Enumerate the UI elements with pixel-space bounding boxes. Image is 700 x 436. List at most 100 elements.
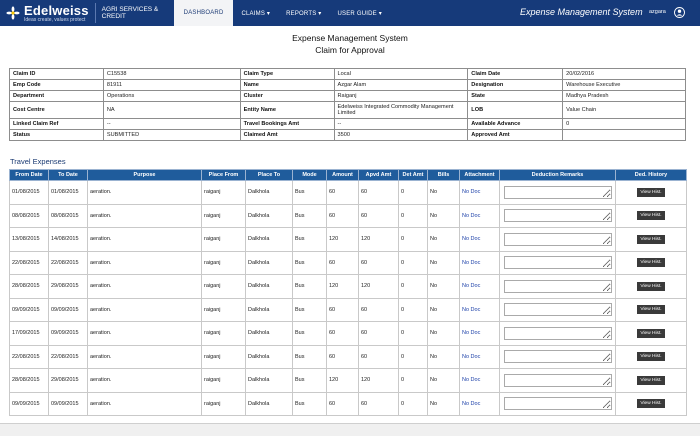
claim-info-row: Department Operations Cluster Raiganj State M… [9,90,686,102]
deduction-remarks-input[interactable] [503,373,612,387]
claim-info-row: Cost Centre NA Entity Name Edelweiss Integr… [9,101,686,119]
view-history-button[interactable]: View Hist. [637,234,665,244]
ded-history-cell: View Hist. [615,180,687,205]
view-history-button[interactable]: View Hist. [637,305,665,315]
table-row: 17/09/2015 09/09/2015 aeration. raiganj Dalk… [9,321,687,346]
deduction-remarks-cell [499,180,616,205]
table-row: 28/08/2015 29/08/2015 aeration. raiganj Dalk… [9,368,687,393]
attachment-link[interactable]: No Doc [459,368,500,393]
attachment-link[interactable]: No Doc [459,227,500,252]
deduction-remarks-input[interactable] [503,185,612,199]
claim-field-label: Claim Type [239,68,335,80]
place-from: raiganj [201,203,246,228]
brand-tagline: Ideas create, values protect [24,16,86,23]
place-from: raiganj [201,368,246,393]
view-history-button[interactable]: View Hist. [637,258,665,268]
deduction-amount: 0 [398,321,428,346]
to-date: 29/08/2015 [48,274,88,299]
claim-field-label: Approved Amt [467,129,564,141]
from-date: 22/08/2015 [9,250,49,275]
user-avatar-icon[interactable] [674,7,685,18]
claim-field-value: Raiganj [333,90,469,102]
claim-field-value: 0 [562,118,686,130]
column-header: Ded. History [615,169,687,181]
view-history-button[interactable]: View Hist. [637,187,665,197]
claim-field-value: Operations [102,90,241,102]
deduction-remarks-input[interactable] [503,256,612,270]
attachment-link[interactable]: No Doc [459,297,500,322]
deduction-remarks-input[interactable] [503,232,612,246]
purpose: aeration. [87,227,202,252]
amount: 120 [326,368,359,393]
column-header: Det Amt [398,169,428,181]
view-history-button[interactable]: View Hist. [637,281,665,291]
claim-field-value: Value Chain [562,101,686,119]
from-date: 01/08/2015 [9,180,49,205]
nav-dashboard[interactable]: DASHBOARD [173,0,234,26]
view-history-button[interactable]: View Hist. [637,211,665,221]
claim-field-label: Status [9,129,104,141]
attachment-link[interactable]: No Doc [459,274,500,299]
attachment-link[interactable]: No Doc [459,250,500,275]
deduction-remarks-cell [499,203,616,228]
bills: No [427,391,460,416]
deduction-remarks-cell [499,344,616,369]
purpose: aeration. [87,250,202,275]
place-to: Dalkhola [245,274,293,299]
brand-name: Edelweiss [24,2,89,18]
attachment-link[interactable]: No Doc [459,391,500,416]
deduction-remarks-input[interactable] [503,397,612,411]
mode: Bus [292,180,327,205]
nav-reports[interactable]: REPORTS ▾ [286,10,322,17]
claim-field-label: Available Advance [467,118,564,130]
ded-history-cell: View Hist. [615,344,687,369]
place-to: Dalkhola [245,227,293,252]
attachment-link[interactable]: No Doc [459,344,500,369]
ded-history-cell: View Hist. [615,203,687,228]
deduction-remarks-input[interactable] [503,279,612,293]
deduction-amount: 0 [398,368,428,393]
ded-history-cell: View Hist. [615,250,687,275]
attachment-link[interactable]: No Doc [459,321,500,346]
claim-field-value [562,129,686,141]
view-history-button[interactable]: View Hist. [637,399,665,409]
approved-amount: 60 [358,321,399,346]
to-date: 14/08/2015 [48,227,88,252]
place-to: Dalkhola [245,368,293,393]
claim-field-label: Entity Name [239,101,335,119]
claim-field-label: Claim Date [467,68,564,80]
amount: 120 [326,227,359,252]
claim-field-value: Warehouse Executive [562,79,686,91]
user-name[interactable]: azgara [649,9,666,15]
deduction-amount: 0 [398,344,428,369]
claim-field-value: Edelweiss Integrated Commodity Managemen… [333,101,469,119]
claim-info-row: Emp Code 81911 Name Azgar Alam Designation Wa… [9,79,686,91]
nav-user-guide[interactable]: USER GUIDE ▾ [337,10,382,17]
purpose: aeration. [87,203,202,228]
deduction-remarks-input[interactable] [503,303,612,317]
table-row: 08/08/2015 08/08/2015 aeration. raiganj Dalk… [9,203,687,228]
deduction-remarks-input[interactable] [503,209,612,223]
place-to: Dalkhola [245,391,293,416]
deduction-remarks-input[interactable] [503,350,612,364]
mode: Bus [292,344,327,369]
view-history-button[interactable]: View Hist. [637,375,665,385]
app-title: Expense Management System [520,7,643,17]
view-history-button[interactable]: View Hist. [637,328,665,338]
bills: No [427,250,460,275]
view-history-button[interactable]: View Hist. [637,352,665,362]
brand-logo[interactable]: Edelweiss Ideas create, values protect [0,0,89,26]
place-from: raiganj [201,227,246,252]
ded-history-cell: View Hist. [615,227,687,252]
deduction-remarks-input[interactable] [503,326,612,340]
claim-field-label: Claim ID [9,68,104,80]
column-header: Apvd Amt [358,169,399,181]
attachment-link[interactable]: No Doc [459,180,500,205]
column-header: From Date [9,169,49,181]
attachment-link[interactable]: No Doc [459,203,500,228]
nav-claims[interactable]: CLAIMS ▾ [241,10,271,17]
ded-history-cell: View Hist. [615,368,687,393]
to-date: 08/08/2015 [48,203,88,228]
travel-expenses-title: Travel Expenses [10,157,66,166]
place-to: Dalkhola [245,180,293,205]
